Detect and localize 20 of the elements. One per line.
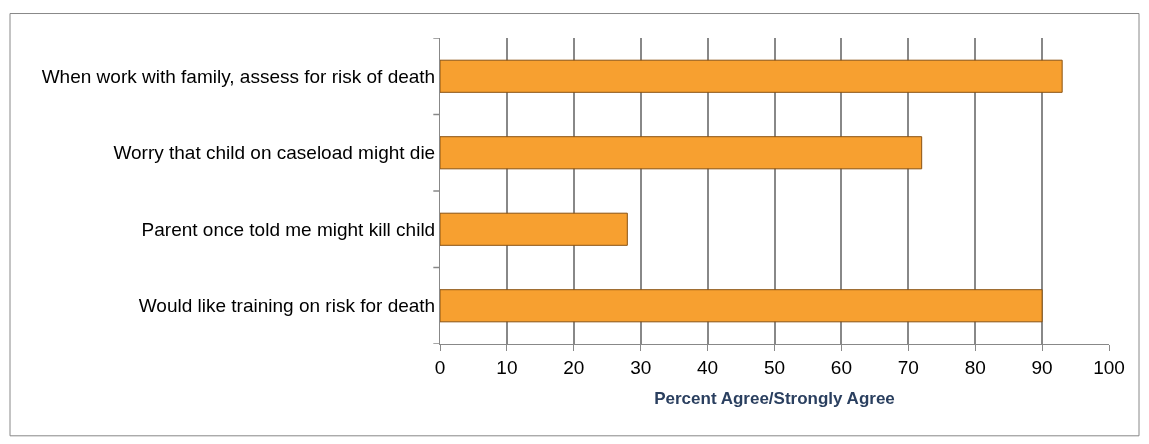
- x-tick-label: 70: [897, 356, 919, 378]
- bar: [440, 289, 1043, 323]
- bar: [440, 136, 923, 170]
- x-tick-label: 20: [563, 356, 585, 378]
- x-tick-label: 40: [697, 356, 719, 378]
- x-tick-label: 50: [763, 356, 786, 378]
- y-tick-label: When work with family, assess for risk of death: [41, 65, 436, 87]
- x-tick-label: 100: [1093, 356, 1125, 378]
- y-tick-label: Worry that child on caseload might die: [113, 142, 436, 164]
- x-tick-label: 10: [496, 356, 518, 378]
- x-axis-title: Percent Agree/Strongly Agree: [654, 389, 895, 409]
- x-tick-label: 0: [434, 356, 446, 378]
- x-tick-label: 80: [964, 356, 986, 378]
- y-tick-label: Parent once told me might kill child: [141, 218, 436, 240]
- x-tick-label: 60: [830, 356, 852, 378]
- x-tick-label: 30: [630, 356, 652, 378]
- bar: [440, 212, 628, 246]
- bar: [440, 59, 1063, 93]
- y-tick-label: Would like training on risk for death: [138, 295, 436, 317]
- x-tick-label: 90: [1031, 356, 1053, 378]
